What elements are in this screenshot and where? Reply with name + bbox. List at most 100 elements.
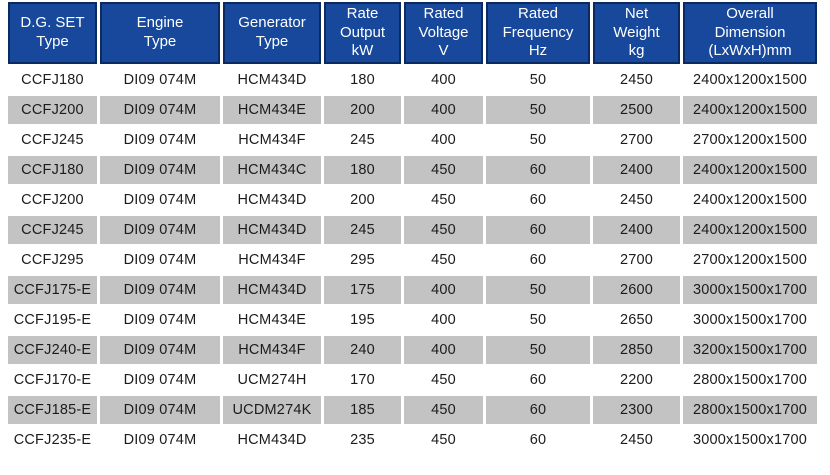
cell-net-weight: 2450 [593, 426, 680, 454]
cell-net-weight: 2450 [593, 66, 680, 94]
cell-overall-dimension: 2800x1500x1700 [683, 366, 817, 394]
cell-generator-type: HCM434D [223, 66, 321, 94]
cell-rated-frequency: 60 [486, 186, 590, 214]
cell-overall-dimension: 2400x1200x1500 [683, 186, 817, 214]
column-header-rate-output: Rate Output kW [324, 2, 401, 64]
cell-rate-output: 170 [324, 366, 401, 394]
cell-rated-voltage: 450 [404, 156, 483, 184]
cell-dg-set-type: CCFJ180 [8, 66, 97, 94]
cell-rated-frequency: 60 [486, 426, 590, 454]
cell-rated-voltage: 400 [404, 276, 483, 304]
table-row: CCFJ170-E DI09 074M UCM274H 170 450 60 2200 280… [8, 366, 817, 394]
cell-generator-type: HCM434D [223, 216, 321, 244]
cell-overall-dimension: 2700x1200x1500 [683, 246, 817, 274]
cell-generator-type: HCM434E [223, 96, 321, 124]
cell-rate-output: 295 [324, 246, 401, 274]
cell-rate-output: 235 [324, 426, 401, 454]
cell-generator-type: HCM434E [223, 306, 321, 334]
cell-engine-type: DI09 074M [100, 336, 220, 364]
dg-set-spec-table: D.G. SET Type Engine Type Generator Type Ra… [5, 0, 820, 456]
cell-rated-frequency: 50 [486, 96, 590, 124]
table-row: CCFJ185-E DI09 074M UCDM274K 185 450 60 2300 28… [8, 396, 817, 424]
cell-dg-set-type: CCFJ235-E [8, 426, 97, 454]
table-row: CCFJ245 DI09 074M HCM434F 245 400 50 2700 2700x… [8, 126, 817, 154]
cell-dg-set-type: CCFJ185-E [8, 396, 97, 424]
cell-rated-frequency: 50 [486, 276, 590, 304]
table-header-row: D.G. SET Type Engine Type Generator Type Ra… [8, 2, 817, 64]
cell-rate-output: 180 [324, 66, 401, 94]
cell-rate-output: 245 [324, 126, 401, 154]
cell-overall-dimension: 3200x1500x1700 [683, 336, 817, 364]
cell-rate-output: 185 [324, 396, 401, 424]
cell-rated-voltage: 450 [404, 186, 483, 214]
cell-dg-set-type: CCFJ245 [8, 216, 97, 244]
column-header-rated-frequency: Rated Frequency Hz [486, 2, 590, 64]
cell-rated-frequency: 50 [486, 336, 590, 364]
cell-rated-frequency: 60 [486, 396, 590, 424]
cell-net-weight: 2700 [593, 246, 680, 274]
cell-net-weight: 2400 [593, 216, 680, 244]
cell-rated-voltage: 400 [404, 126, 483, 154]
cell-engine-type: DI09 074M [100, 366, 220, 394]
cell-net-weight: 2650 [593, 306, 680, 334]
cell-dg-set-type: CCFJ200 [8, 96, 97, 124]
cell-rated-voltage: 450 [404, 396, 483, 424]
cell-rated-frequency: 50 [486, 66, 590, 94]
cell-net-weight: 2850 [593, 336, 680, 364]
table-row: CCFJ175-E DI09 074M HCM434D 175 400 50 2600 300… [8, 276, 817, 304]
cell-net-weight: 2300 [593, 396, 680, 424]
cell-overall-dimension: 2800x1500x1700 [683, 396, 817, 424]
cell-rate-output: 200 [324, 186, 401, 214]
cell-rated-voltage: 400 [404, 306, 483, 334]
cell-rate-output: 245 [324, 216, 401, 244]
cell-dg-set-type: CCFJ200 [8, 186, 97, 214]
table-row: CCFJ240-E DI09 074M HCM434F 240 400 50 2850 320… [8, 336, 817, 364]
column-header-engine-type: Engine Type [100, 2, 220, 64]
cell-engine-type: DI09 074M [100, 186, 220, 214]
cell-dg-set-type: CCFJ295 [8, 246, 97, 274]
cell-rated-frequency: 60 [486, 366, 590, 394]
cell-rated-frequency: 60 [486, 246, 590, 274]
cell-engine-type: DI09 074M [100, 426, 220, 454]
cell-net-weight: 2400 [593, 156, 680, 184]
cell-net-weight: 2600 [593, 276, 680, 304]
cell-rated-voltage: 400 [404, 336, 483, 364]
column-header-overall-dimension: Overall Dimension (LxWxH)mm [683, 2, 817, 64]
cell-rate-output: 195 [324, 306, 401, 334]
cell-overall-dimension: 2400x1200x1500 [683, 156, 817, 184]
cell-rated-voltage: 450 [404, 426, 483, 454]
cell-rated-voltage: 400 [404, 96, 483, 124]
cell-net-weight: 2450 [593, 186, 680, 214]
cell-rate-output: 240 [324, 336, 401, 364]
cell-rate-output: 200 [324, 96, 401, 124]
table-row: CCFJ195-E DI09 074M HCM434E 195 400 50 2650 300… [8, 306, 817, 334]
table-row: CCFJ235-E DI09 074M HCM434D 235 450 60 2450 300… [8, 426, 817, 454]
cell-generator-type: UCDM274K [223, 396, 321, 424]
cell-rated-voltage: 450 [404, 216, 483, 244]
cell-net-weight: 2700 [593, 126, 680, 154]
column-header-generator-type: Generator Type [223, 2, 321, 64]
column-header-net-weight: Net Weight kg [593, 2, 680, 64]
cell-rated-frequency: 60 [486, 156, 590, 184]
cell-dg-set-type: CCFJ195-E [8, 306, 97, 334]
cell-overall-dimension: 3000x1500x1700 [683, 276, 817, 304]
cell-engine-type: DI09 074M [100, 96, 220, 124]
cell-net-weight: 2500 [593, 96, 680, 124]
cell-dg-set-type: CCFJ170-E [8, 366, 97, 394]
table-row: CCFJ295 DI09 074M HCM434F 295 450 60 2700 2700x… [8, 246, 817, 274]
cell-dg-set-type: CCFJ180 [8, 156, 97, 184]
column-header-rated-voltage: Rated Voltage V [404, 2, 483, 64]
table-row: CCFJ180 DI09 074M HCM434C 180 450 60 2400 2400x… [8, 156, 817, 184]
cell-generator-type: HCM434D [223, 186, 321, 214]
cell-generator-type: UCM274H [223, 366, 321, 394]
cell-overall-dimension: 2400x1200x1500 [683, 66, 817, 94]
cell-overall-dimension: 3000x1500x1700 [683, 306, 817, 334]
table-header: D.G. SET Type Engine Type Generator Type Ra… [8, 2, 817, 64]
cell-generator-type: HCM434D [223, 276, 321, 304]
cell-generator-type: HCM434F [223, 126, 321, 154]
cell-dg-set-type: CCFJ245 [8, 126, 97, 154]
cell-overall-dimension: 3000x1500x1700 [683, 426, 817, 454]
cell-generator-type: HCM434F [223, 246, 321, 274]
cell-engine-type: DI09 074M [100, 276, 220, 304]
cell-engine-type: DI09 074M [100, 246, 220, 274]
